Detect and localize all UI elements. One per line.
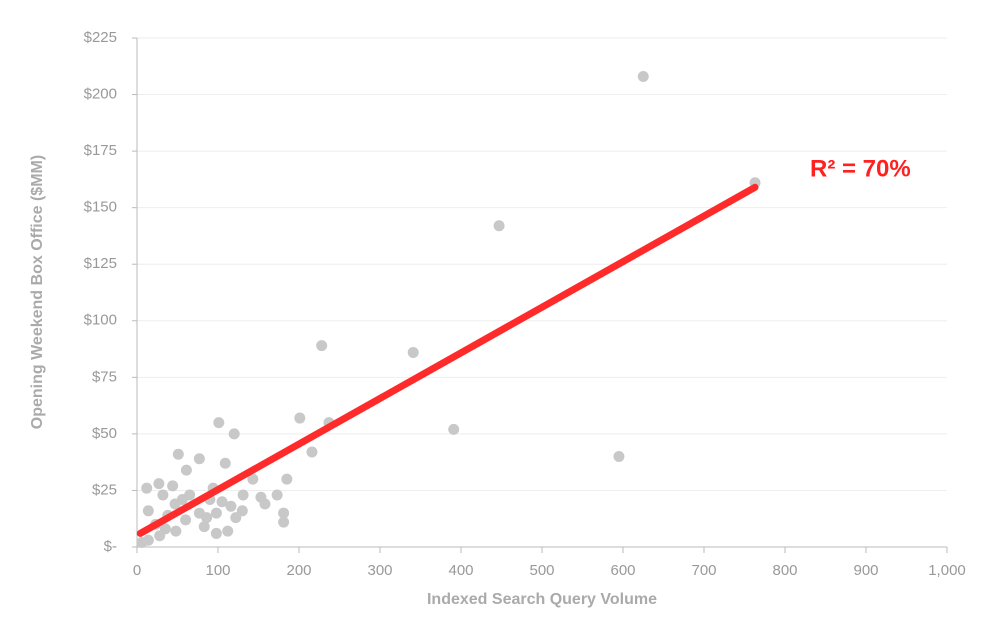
- point: [169, 498, 181, 510]
- x-tick-label: 500: [529, 562, 554, 579]
- point: [170, 525, 182, 537]
- y-tick-label: $125: [84, 255, 117, 272]
- point: [278, 516, 290, 528]
- point: [193, 453, 205, 465]
- point: [157, 489, 169, 501]
- y-tick-label: $-: [104, 538, 117, 555]
- y-tick-label: $175: [84, 142, 117, 159]
- y-tick-label: $75: [92, 368, 117, 385]
- point: [306, 446, 318, 458]
- y-tick-label: $150: [84, 199, 117, 216]
- point: [247, 473, 259, 485]
- point: [210, 507, 222, 519]
- point: [222, 525, 234, 537]
- annotation: R² = 70%: [810, 155, 911, 182]
- point: [230, 512, 242, 524]
- point: [210, 527, 222, 539]
- y-tick-label: $25: [92, 481, 117, 498]
- point: [294, 412, 306, 424]
- point: [167, 480, 179, 492]
- x-tick-label: 200: [286, 562, 311, 579]
- y-tick-label: $100: [84, 312, 117, 329]
- point: [237, 489, 249, 501]
- trend-line: [136, 183, 759, 537]
- point: [198, 521, 210, 533]
- y-tick-label: $50: [92, 425, 117, 442]
- x-tick-label: 700: [691, 562, 716, 579]
- point: [613, 451, 625, 463]
- point: [448, 423, 460, 435]
- point: [228, 428, 240, 440]
- point: [278, 507, 290, 519]
- point: [136, 536, 148, 548]
- point: [493, 220, 505, 232]
- point: [159, 523, 171, 535]
- point: [259, 498, 271, 510]
- point: [142, 505, 154, 517]
- x-tick-label: 800: [772, 562, 797, 579]
- y-axis-title: Opening Weekend Box Office ($MM): [29, 155, 46, 429]
- point: [216, 496, 228, 508]
- x-tick-label: 900: [853, 562, 878, 579]
- point: [213, 417, 225, 429]
- y-tick-label: $200: [84, 86, 117, 103]
- point: [637, 70, 649, 82]
- y-tick-label: $225: [84, 29, 117, 46]
- x-tick-label: 1,000: [928, 562, 966, 579]
- point: [271, 489, 283, 501]
- point: [219, 457, 231, 469]
- x-tick-label: 600: [610, 562, 635, 579]
- point: [180, 514, 192, 526]
- x-axis-title: Indexed Search Query Volume: [427, 591, 657, 608]
- x-tick-label: 0: [133, 562, 141, 579]
- point: [407, 346, 419, 358]
- point: [225, 500, 237, 512]
- point: [141, 482, 153, 494]
- point: [180, 464, 192, 476]
- point: [281, 473, 293, 485]
- point: [316, 340, 328, 352]
- point: [172, 448, 184, 460]
- x-tick-label: 100: [205, 562, 230, 579]
- x-tick-label: 400: [448, 562, 473, 579]
- point: [153, 478, 165, 490]
- x-tick-label: 300: [367, 562, 392, 579]
- point: [201, 512, 213, 524]
